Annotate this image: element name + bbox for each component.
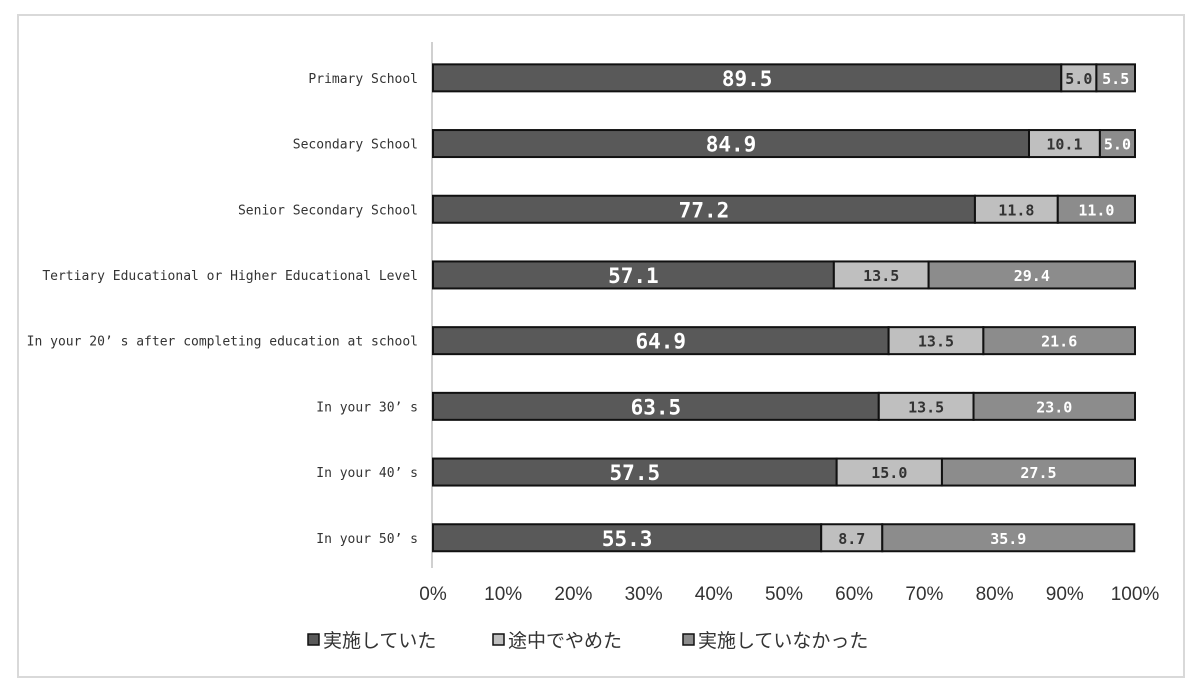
data-label: 8.7 xyxy=(838,530,865,548)
data-label: 11.0 xyxy=(1078,201,1114,219)
bar-segment xyxy=(432,326,890,356)
bar-segment xyxy=(940,457,1137,487)
category-label: In your 20’ s after completing education… xyxy=(27,335,418,350)
category-label: In your 30’ s xyxy=(316,400,418,415)
data-label: 11.8 xyxy=(998,201,1034,219)
x-tick-label: 70% xyxy=(905,584,943,605)
bar-segment xyxy=(1098,129,1137,159)
x-tick-label: 30% xyxy=(625,584,663,605)
category-label: In your 40’ s xyxy=(316,466,418,481)
bar-segment xyxy=(432,391,880,421)
legend-label: 実施していなかった xyxy=(698,630,868,652)
x-tick-label: 50% xyxy=(765,584,803,605)
bar-segment xyxy=(972,391,1136,421)
data-label: 57.1 xyxy=(608,264,659,288)
data-label: 57.5 xyxy=(610,461,661,485)
bar-segment xyxy=(432,457,838,487)
category-label: Primary School xyxy=(308,72,418,87)
data-label: 89.5 xyxy=(722,67,773,91)
bar-segment xyxy=(1095,63,1137,93)
category-label: Tertiary Educational or Higher Education… xyxy=(42,269,418,284)
data-label: 13.5 xyxy=(863,267,899,285)
legend-label: 途中でやめた xyxy=(508,630,622,652)
category-label: Secondary School xyxy=(293,138,418,153)
data-label: 77.2 xyxy=(679,198,730,222)
data-label: 21.6 xyxy=(1041,333,1077,351)
category-label: In your 50’ s xyxy=(316,532,418,547)
data-label: 13.5 xyxy=(908,398,944,416)
data-label: 63.5 xyxy=(631,395,682,419)
x-tick-label: 0% xyxy=(419,584,447,605)
bar-segment xyxy=(1060,63,1098,93)
bar-segment xyxy=(835,457,943,487)
data-label: 64.9 xyxy=(636,330,687,354)
data-label: 5.0 xyxy=(1065,70,1092,88)
data-label: 15.0 xyxy=(871,464,907,482)
legend-label: 実施していた xyxy=(323,630,436,652)
x-tick-label: 80% xyxy=(976,584,1014,605)
data-label: 5.5 xyxy=(1102,70,1129,88)
data-label: 35.9 xyxy=(990,530,1026,548)
bar-segment xyxy=(432,63,1063,93)
bar-segment xyxy=(881,523,1136,553)
data-label: 10.1 xyxy=(1046,136,1082,154)
data-label: 13.5 xyxy=(918,333,954,351)
x-tick-label: 10% xyxy=(484,584,522,605)
legend-swatch xyxy=(492,633,505,646)
bar-segment xyxy=(887,326,985,356)
x-tick-label: 40% xyxy=(695,584,733,605)
bar-segment xyxy=(927,260,1136,290)
bar-segment xyxy=(973,194,1059,224)
bar-segment xyxy=(982,326,1136,356)
legend-swatch xyxy=(307,633,320,646)
x-tick-label: 90% xyxy=(1046,584,1084,605)
category-label: Senior Secondary School xyxy=(238,203,418,218)
data-label: 29.4 xyxy=(1014,267,1050,285)
data-label: 27.5 xyxy=(1020,464,1056,482)
data-label: 55.3 xyxy=(602,527,653,551)
data-label: 84.9 xyxy=(706,133,757,157)
legend-swatch xyxy=(682,633,695,646)
x-tick-label: 100% xyxy=(1111,584,1160,605)
bar-segment xyxy=(432,260,835,290)
x-tick-label: 20% xyxy=(554,584,592,605)
bar-segment xyxy=(877,391,975,421)
bar-segment xyxy=(1056,194,1137,224)
bar-segment xyxy=(432,523,823,553)
x-tick-label: 60% xyxy=(835,584,873,605)
data-label: 23.0 xyxy=(1036,398,1072,416)
data-label: 5.0 xyxy=(1104,136,1131,154)
